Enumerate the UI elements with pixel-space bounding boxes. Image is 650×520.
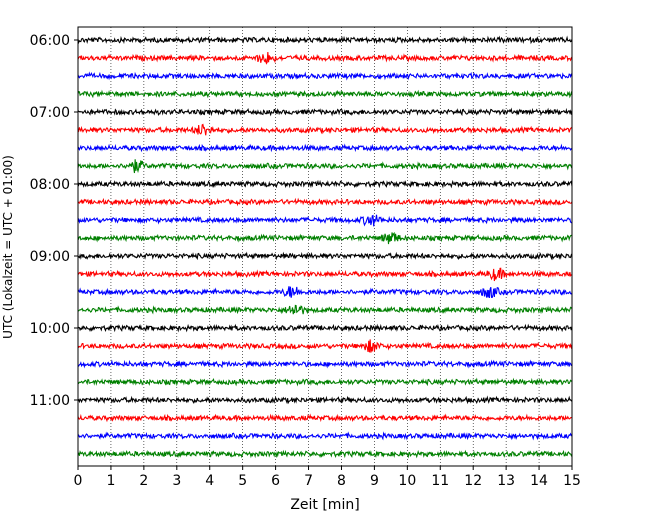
- x-axis-label: Zeit [min]: [290, 497, 359, 513]
- x-tick-label: 10: [398, 473, 416, 489]
- y-tick-label: 10:00: [30, 321, 70, 337]
- grid-lines: [110, 27, 540, 466]
- x-tick-label: 15: [563, 473, 581, 489]
- x-tick-label: 6: [271, 473, 280, 489]
- x-tick-label: 0: [74, 473, 83, 489]
- trace-0930: [77, 286, 573, 299]
- y-tick-label: 11:00: [30, 393, 70, 409]
- x-tick-label: 9: [370, 473, 379, 489]
- trace-0945: [77, 304, 573, 315]
- y-tick-label: 08:00: [30, 177, 70, 193]
- trace-1130: [77, 431, 573, 441]
- trace-0730: [77, 143, 573, 153]
- seismic-traces: [77, 35, 573, 459]
- trace-1000: [77, 323, 573, 333]
- x-axis-ticks: 0 1 2 3 4 5 6 7 8 9 10 11 12 13 14 15: [74, 466, 581, 489]
- x-tick-label: 2: [139, 473, 148, 489]
- x-tick-label: 14: [530, 473, 548, 489]
- x-tick-label: 8: [337, 473, 346, 489]
- x-tick-label: 13: [497, 473, 515, 489]
- trace-0830: [77, 214, 573, 227]
- x-tick-label: 4: [205, 473, 214, 489]
- x-tick-label: 7: [304, 473, 313, 489]
- trace-0630: [77, 71, 573, 81]
- trace-0715: [77, 123, 573, 136]
- trace-1100: [77, 395, 573, 405]
- trace-0745: [77, 159, 573, 174]
- x-tick-label: 11: [431, 473, 449, 489]
- trace-1145: [77, 449, 573, 459]
- trace-0800: [77, 179, 573, 189]
- trace-1015: [77, 339, 573, 353]
- trace-0845: [77, 231, 573, 245]
- y-tick-label: 06:00: [30, 33, 70, 49]
- trace-0815: [77, 197, 573, 207]
- x-tick-label: 1: [106, 473, 115, 489]
- plot-frame: [77, 26, 573, 467]
- trace-0700: [77, 107, 573, 117]
- plot-background: [78, 27, 572, 466]
- trace-0615: [77, 52, 573, 65]
- trace-1030: [77, 359, 573, 369]
- trace-0915: [77, 267, 573, 282]
- trace-1045: [77, 377, 573, 387]
- x-tick-label: 5: [238, 473, 247, 489]
- trace-0645: [77, 89, 573, 99]
- trace-0900: [77, 251, 573, 261]
- x-tick-label: 12: [464, 473, 482, 489]
- y-tick-label: 07:00: [30, 105, 70, 121]
- trace-1115: [77, 413, 573, 423]
- y-axis-ticks: 06:00 07:00 08:00 09:00 10:00 11:00: [30, 33, 78, 409]
- y-axis-label: UTC (Lokalzeit = UTC + 01:00): [1, 155, 15, 339]
- x-tick-label: 3: [172, 473, 181, 489]
- y-tick-label: 09:00: [30, 249, 70, 265]
- trace-0600: [77, 35, 573, 45]
